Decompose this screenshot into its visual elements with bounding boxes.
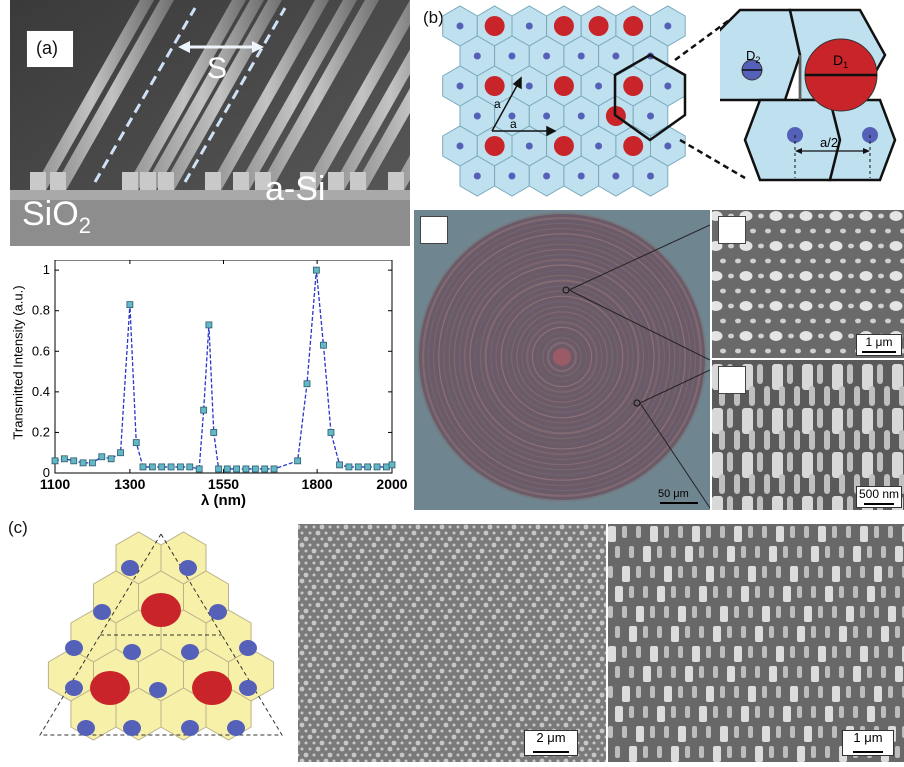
chart-xlabel: λ (nm) bbox=[201, 492, 246, 509]
data-point bbox=[210, 429, 218, 436]
sem-tilt-scale-bar: 500 nm bbox=[856, 486, 902, 508]
data-point bbox=[200, 406, 208, 414]
panel-b-hex-lattice: a a D1 D2 a/2 bbox=[440, 0, 904, 205]
data-point bbox=[167, 463, 175, 471]
sem-c2-scale-label: 1 μm bbox=[853, 730, 883, 745]
optical-scale-bar: 50 μm bbox=[652, 488, 706, 506]
triangle-lattice-svg bbox=[39, 531, 283, 741]
data-point bbox=[261, 465, 269, 473]
data-point bbox=[51, 457, 59, 465]
x-tick-label: 1800 bbox=[302, 476, 333, 492]
panel-a-label-box bbox=[26, 30, 74, 68]
material-a-si-label: a-Si bbox=[265, 170, 326, 208]
sem-large-area-svg bbox=[298, 524, 606, 762]
data-point bbox=[303, 380, 311, 388]
sem-close-up: 1 μm bbox=[608, 524, 904, 762]
lattice-vector-a2-label: a bbox=[494, 97, 501, 111]
data-point bbox=[354, 463, 362, 471]
panel-c-label: (c) bbox=[8, 518, 28, 537]
data-point bbox=[139, 463, 147, 471]
series-line bbox=[54, 270, 393, 470]
optical-scale-label: 50 μm bbox=[658, 488, 689, 500]
data-point bbox=[132, 439, 140, 446]
data-point bbox=[336, 461, 343, 469]
transmission-chart: 1100 1300 1550 1800 2000 0 0.2 0.4 0.6 0.8 1 Trans… bbox=[0, 259, 410, 510]
data-point bbox=[205, 321, 213, 329]
data-point bbox=[117, 449, 124, 457]
sem-top-scale-bar: 1 μm bbox=[856, 334, 902, 356]
supercell-zoom-svg: D1 D2 a/2 bbox=[720, 8, 897, 182]
x-tick-label: 1300 bbox=[114, 476, 145, 492]
hex-lattice-svg: a a bbox=[442, 5, 746, 197]
y-tick-label: 0.4 bbox=[32, 384, 50, 399]
panel-b-label: (b) bbox=[423, 8, 444, 27]
d2-label: D2 bbox=[746, 48, 760, 65]
data-point bbox=[60, 455, 68, 463]
y-tick-label: 0.6 bbox=[32, 343, 50, 358]
y-tick-label: 1 bbox=[43, 262, 50, 277]
sem-top-view: 1 μm bbox=[712, 210, 904, 358]
data-point bbox=[98, 453, 106, 461]
data-point bbox=[388, 461, 396, 469]
data-point bbox=[223, 465, 231, 473]
data-point bbox=[294, 457, 302, 465]
y-tick-label: 0.8 bbox=[32, 303, 50, 318]
sem-tilt-scale-label: 500 nm bbox=[858, 487, 900, 501]
sem-close-up-svg bbox=[608, 526, 904, 762]
sem-top-label-box bbox=[718, 216, 746, 244]
data-point bbox=[195, 465, 203, 473]
optical-rings-svg bbox=[417, 212, 711, 509]
data-point bbox=[251, 465, 259, 473]
lattice-vector-a1-label: a bbox=[510, 117, 517, 131]
chart-axes-frame bbox=[54, 259, 393, 474]
data-point bbox=[345, 463, 353, 471]
x-tick-label: 1550 bbox=[208, 476, 239, 492]
data-point bbox=[233, 465, 241, 473]
data-point bbox=[70, 457, 78, 465]
d1-label: D1 bbox=[833, 52, 848, 70]
sem-large-area: 2 μm bbox=[298, 524, 606, 762]
data-point bbox=[364, 463, 372, 471]
data-point bbox=[79, 459, 87, 467]
sem-c1-scale-label: 2 μm bbox=[536, 730, 566, 745]
data-point bbox=[242, 465, 250, 473]
sem-top-scale-label: 1 μm bbox=[865, 335, 893, 349]
panel-a-sem-image: (a) S a-Si SiO2 bbox=[10, 0, 512, 246]
data-point bbox=[270, 465, 278, 473]
data-point bbox=[186, 463, 194, 471]
data-point bbox=[215, 465, 223, 473]
panel-c-triangle-lattice bbox=[30, 530, 292, 762]
optical-label-box bbox=[420, 216, 448, 244]
data-point bbox=[89, 459, 96, 467]
sem-tilt-label-box bbox=[718, 366, 746, 394]
sem-top-pillars-svg bbox=[712, 211, 904, 354]
y-tick-label: 0 bbox=[43, 465, 50, 480]
data-point bbox=[373, 463, 381, 471]
data-point bbox=[107, 455, 115, 463]
sem-c1-scale-bar: 2 μm bbox=[524, 730, 578, 756]
data-point bbox=[312, 266, 320, 274]
optical-micrograph: 50 μm bbox=[414, 210, 711, 510]
sem-tilt-view: 500 nm bbox=[712, 360, 904, 510]
data-point bbox=[158, 463, 166, 471]
spacing-label: S bbox=[207, 52, 228, 85]
chart-ylabel: Transmitted Intensity (a.u.) bbox=[10, 285, 26, 440]
panel-a-label: (a) bbox=[36, 38, 58, 58]
data-point bbox=[148, 463, 156, 471]
material-sio2-label: SiO2 bbox=[22, 195, 91, 238]
sem-c2-scale-bar: 1 μm bbox=[842, 730, 894, 756]
data-point bbox=[177, 463, 184, 471]
data-point bbox=[382, 463, 390, 471]
half-a-label: a/2 bbox=[820, 135, 838, 150]
x-tick-label: 1100 bbox=[40, 476, 71, 492]
data-point bbox=[126, 301, 134, 309]
data-point bbox=[327, 429, 335, 436]
transmission-chart-svg: 1100 1300 1550 1800 2000 0 0.2 0.4 0.6 0.8 1 bbox=[32, 259, 408, 492]
data-point bbox=[320, 341, 327, 349]
y-tick-label: 0.2 bbox=[32, 424, 50, 439]
x-tick-label: 2000 bbox=[376, 476, 407, 492]
